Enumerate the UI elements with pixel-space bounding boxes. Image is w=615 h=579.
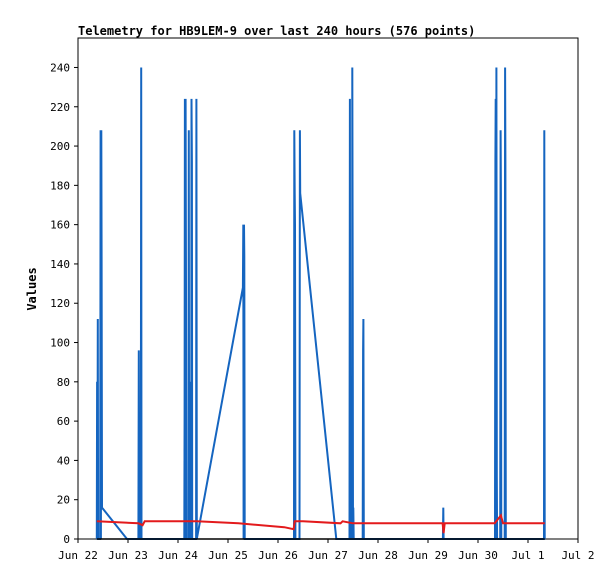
x-tick-label: Jun 23 <box>108 549 148 562</box>
chart-title: Telemetry for HB9LEM-9 over last 240 hou… <box>78 24 475 38</box>
x-tick-label: Jun 28 <box>358 549 398 562</box>
y-tick-label: 120 <box>50 297 70 310</box>
y-tick-label: 200 <box>50 140 70 153</box>
x-tick-label: Jun 25 <box>208 549 248 562</box>
y-tick-label: 80 <box>57 376 70 389</box>
x-tick-label: Jul 1 <box>511 549 544 562</box>
x-tick-label: Jun 27 <box>308 549 348 562</box>
x-tick-label: Jun 30 <box>458 549 498 562</box>
y-tick-label: 180 <box>50 179 70 192</box>
x-tick-label: Jun 26 <box>258 549 298 562</box>
y-axis-label: Values <box>25 267 39 310</box>
series-layer <box>95 67 546 540</box>
y-tick-label: 240 <box>50 61 70 74</box>
x-tick-label: Jul 2 <box>561 549 594 562</box>
x-tick-label: Jun 29 <box>408 549 448 562</box>
x-tick-label: Jun 22 <box>58 549 98 562</box>
series-line-1 <box>95 67 546 540</box>
y-tick-label: 60 <box>57 415 70 428</box>
y-tick-label: 160 <box>50 219 70 232</box>
y-tick-label: 140 <box>50 258 70 271</box>
y-tick-label: 0 <box>63 533 70 546</box>
x-axis: Jun 22 Jun 23 Jun 24 Jun 25 Jun 26 Jun 27 Jun … <box>58 539 595 562</box>
y-tick-label: 100 <box>50 337 70 350</box>
x-tick-label: Jun 24 <box>158 549 198 562</box>
y-tick-label: 220 <box>50 101 70 114</box>
y-axis: 0 20 40 60 80 100 120 140 160 180 200 220 240 <box>50 61 78 546</box>
y-tick-label: 40 <box>57 454 70 467</box>
series-line-2 <box>96 513 545 534</box>
y-tick-label: 20 <box>57 494 70 507</box>
